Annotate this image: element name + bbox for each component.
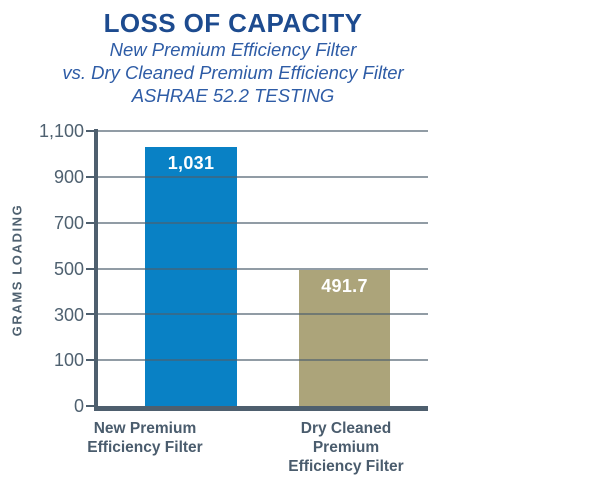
y-axis-tick-700 [86,221,95,224]
y-tick-label-500: 500 [53,259,84,279]
category-label-dry-cleaned-filter: Dry Cleaned Premium Efficiency Filter [288,420,404,475]
y-tick-label-0: 0 [73,396,84,416]
gridline-900 [98,175,428,178]
bar-value-label-new: 1,031 [167,152,215,173]
gridline-100 [98,359,428,362]
gridline-500 [98,267,428,270]
y-axis-tick-0 [86,405,95,407]
x-axis-line [94,406,428,411]
y-tick-label-1100: 1,100 [38,121,84,141]
y-axis-tick-500 [86,267,95,270]
gridline-700 [98,221,428,224]
chart-header: LOSS OF CAPACITY New Premium Efficiency … [0,8,466,107]
y-axis-title: GRAMS LOADING [9,203,25,337]
y-tick-label-300: 300 [53,305,84,325]
y-tick-label-700: 700 [53,213,84,233]
y-axis-line [94,129,98,406]
bar-value-label-dry-cleaned: 491.7 [321,276,368,297]
chart-subtitle-line-3: ASHRAE 52.2 TESTING [131,85,335,106]
category-label-new-premium-filter: New Premium Efficiency Filter [87,420,203,456]
chart-subtitle-line-2: vs. Dry Cleaned Premium Efficiency Filte… [62,62,404,83]
plot-area: 1,031 491.7 [86,129,428,411]
y-axis-tick-1100 [86,130,95,132]
chart-title: LOSS OF CAPACITY [103,8,363,38]
y-tick-label-100: 100 [53,350,84,370]
y-axis-tick-900 [86,175,95,178]
chart-subtitle-line-1: New Premium Efficiency Filter [109,39,357,60]
bar-new-premium-filter: 1,031 [145,146,237,406]
bar-dry-cleaned-filter: 491.7 [299,270,390,406]
gridline-1100 [98,130,428,132]
y-axis-tick-300 [86,313,95,316]
gridline-300 [98,313,428,316]
y-axis-tick-100 [86,359,95,362]
y-tick-label-900: 900 [53,167,84,187]
